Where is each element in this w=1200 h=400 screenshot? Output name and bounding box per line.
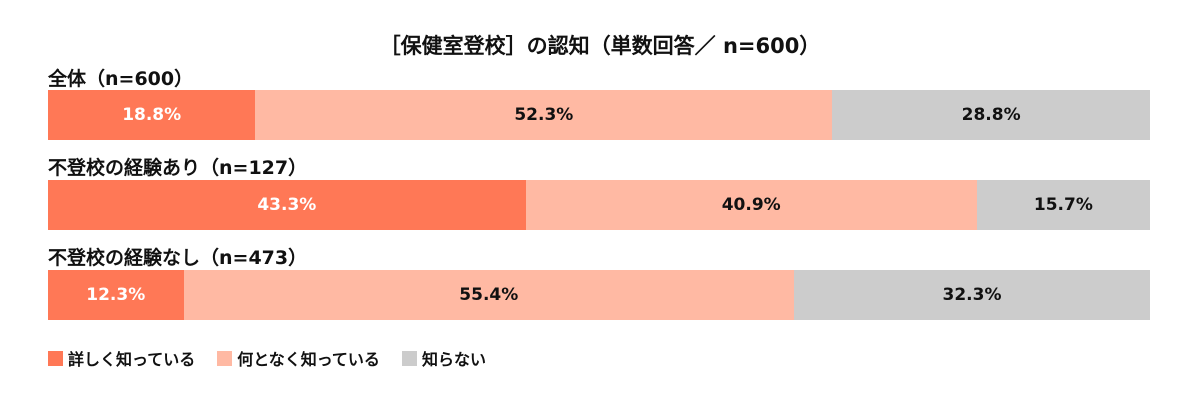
bar-segment-value-label: 32.3% <box>794 270 1150 320</box>
bar-not-experienced: 12.3% 55.4% 32.3% <box>48 270 1150 320</box>
bar-segment-value-label: 55.4% <box>183 270 795 320</box>
legend-label: 何となく知っている <box>237 350 380 369</box>
legend-swatch <box>217 350 233 366</box>
bar-segment-value-label: 18.8% <box>48 90 256 140</box>
bar-segment-value-label: 43.3% <box>48 180 526 230</box>
legend-item: 知らない <box>401 346 486 370</box>
legend-label: 詳しく知っている <box>68 350 196 369</box>
chart-title: ［保健室登校］の認知（単数回答／ n=600） <box>379 34 821 58</box>
category-label-experienced: 不登校の経験あり（n=127） <box>48 157 308 179</box>
legend: 詳しく知っている 何となく知っている 知らない <box>48 346 508 370</box>
bar-experienced: 43.3% 40.9% 15.7% <box>48 180 1150 230</box>
legend-item: 何となく知っている <box>217 346 380 370</box>
bar-all: 18.8% 52.3% 28.8% <box>48 90 1150 140</box>
bar-segment-value-label: 52.3% <box>255 90 833 140</box>
category-label-not-experienced: 不登校の経験なし（n=473） <box>48 247 308 269</box>
legend-swatch <box>48 350 63 366</box>
legend-label: 知らない <box>421 350 486 369</box>
bar-segment-value-label: 28.8% <box>832 90 1150 140</box>
category-label-all: 全体（n=600） <box>48 68 194 90</box>
legend-swatch <box>401 350 417 366</box>
legend-item: 詳しく知っている <box>48 346 195 370</box>
bar-segment-value-label: 15.7% <box>976 180 1150 230</box>
bar-segment-value-label: 40.9% <box>525 180 977 230</box>
bar-segment-value-label: 12.3% <box>48 270 184 320</box>
